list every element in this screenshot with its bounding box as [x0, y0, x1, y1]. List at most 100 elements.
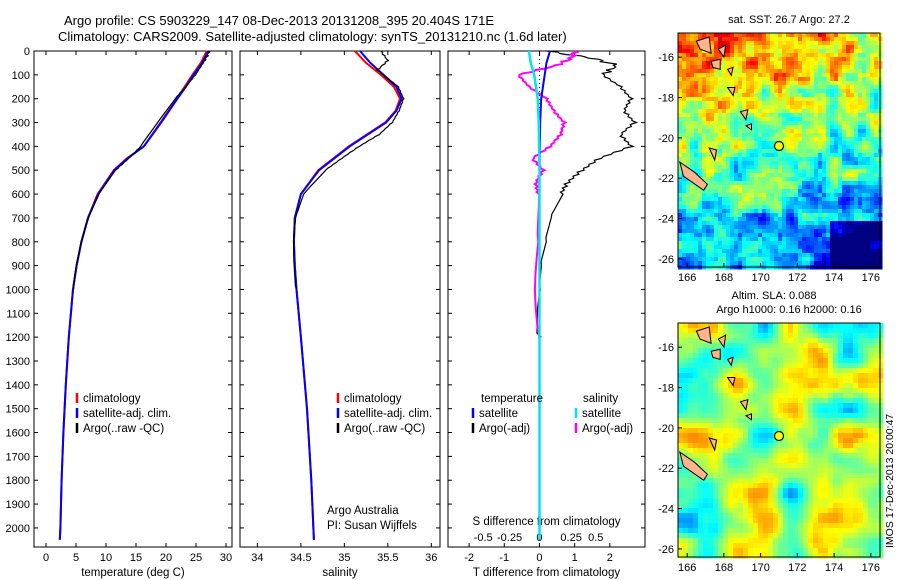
map-y-tick-label: -26	[658, 544, 674, 556]
island-espiritu-santo	[695, 36, 712, 54]
legend-climatology: climatology	[83, 393, 141, 405]
y-tick-label: 1600	[6, 428, 30, 440]
legend-climatology: climatology	[344, 393, 402, 405]
island-erromango	[739, 109, 749, 121]
island-maewo	[717, 44, 727, 59]
x-tick-label: 5	[73, 552, 79, 564]
map-x-tick-label: 166	[678, 562, 696, 574]
header-line-2: Climatology: CARS2009. Satellite-adjuste…	[58, 29, 567, 44]
map-y-tick-label: -24	[658, 504, 674, 516]
s-tick-label: -0.25	[497, 532, 522, 544]
argo-position-marker	[773, 430, 785, 442]
map-x-tick-label: 174	[825, 562, 843, 574]
series-satellite-adj-clim	[292, 50, 403, 540]
legend-argo: Argo(..raw -QC)	[83, 423, 164, 435]
y-tick-label: 0	[24, 46, 30, 58]
map-x-tick-label: 170	[751, 272, 769, 284]
island-lifou	[708, 437, 718, 452]
x-tick-label: 2	[607, 552, 613, 564]
x-tick-label: 34	[251, 552, 263, 564]
map-x-tick-label: 176	[862, 272, 880, 284]
legend-salinity-header: salinity	[583, 393, 618, 405]
y-tick-label: 900	[12, 261, 30, 273]
map-x-tick-label: 170	[751, 562, 769, 574]
x-tick-label: -1	[499, 552, 509, 564]
legend-temperature-header: temperature	[481, 393, 543, 405]
island-new-caledonia	[678, 450, 709, 482]
island-lifou	[708, 147, 718, 162]
x-axis-label: T difference from climatology	[473, 567, 620, 579]
y-tick-label: 1700	[6, 451, 30, 463]
header-line-1: Argo profile: CS 5903229_147 08-Dec-2013…	[64, 13, 495, 28]
island-tanna	[744, 123, 752, 131]
y-tick-label: 1400	[6, 380, 30, 392]
x-tick-label: 36	[425, 552, 437, 564]
plot-frame-salinity	[239, 50, 441, 548]
y-tick-label: 100	[12, 70, 30, 82]
map-y-tick-label: -22	[658, 173, 674, 185]
map-x-tick-label: 172	[788, 562, 806, 574]
map-x-tick-label: 174	[825, 272, 843, 284]
x-tick-label: 25	[190, 552, 202, 564]
map-x-tick-label: 172	[788, 272, 806, 284]
map-sst-map	[678, 33, 883, 270]
x-tick-label: -2	[464, 552, 474, 564]
y-tick-label: 2000	[6, 523, 30, 535]
y-tick-label: 1000	[6, 284, 30, 296]
map-subtitle-sla: Argo h1000: 0.16 h2000: 0.16	[716, 304, 862, 316]
x-tick-label: 30	[220, 552, 232, 564]
map-frame-sla-map	[677, 322, 881, 558]
map-x-tick-label: 168	[715, 562, 733, 574]
legend-satellite: satellite-adj. clim.	[83, 408, 171, 420]
map-y-tick-label: -24	[658, 214, 674, 226]
series-argo	[72, 50, 211, 290]
y-tick-label: 300	[12, 118, 30, 130]
y-tick-label: 1200	[6, 332, 30, 344]
x-axis-label: salinity	[322, 567, 357, 579]
series-temperature-argo	[536, 50, 639, 338]
series-argo	[293, 50, 405, 290]
s-tick-label: 0.25	[560, 532, 581, 544]
map-title-sst: sat. SST: 26.7 Argo: 27.2	[728, 14, 850, 26]
s-tick-label: 0.5	[588, 532, 603, 544]
map-y-tick-label: -16	[658, 342, 674, 354]
y-tick-label: 500	[12, 165, 30, 177]
y-tick-label: 400	[12, 141, 30, 153]
legend-salinity-satellite: satellite	[582, 408, 621, 420]
island-efate	[726, 87, 736, 97]
y-tick-label: 600	[12, 189, 30, 201]
plot-frame-difference	[447, 50, 646, 548]
map-y-tick-label: -26	[658, 254, 674, 266]
map-sla-map	[678, 323, 884, 559]
island-epi	[726, 66, 734, 77]
map-x-tick-label: 168	[715, 272, 733, 284]
annotation-argo-australia: Argo Australia	[327, 505, 399, 517]
map-x-tick-label: 176	[862, 562, 880, 574]
y-tick-label: 1100	[6, 308, 30, 320]
y-tick-label: 1800	[6, 475, 30, 487]
y-tick-label: 200	[12, 94, 30, 106]
y-tick-label: 700	[12, 213, 30, 225]
map-y-tick-label: -18	[658, 93, 674, 105]
island-espiritu-santo	[695, 326, 712, 344]
island-epi	[726, 356, 734, 367]
legend-argo: Argo(..raw -QC)	[344, 423, 425, 435]
map-title-sla: Altim. SLA: 0.088	[732, 290, 817, 302]
map-y-tick-label: -20	[658, 133, 674, 145]
island-malekula	[710, 348, 721, 360]
island-tanna	[744, 413, 752, 421]
y-tick-label: 800	[12, 237, 30, 249]
x-tick-label: 0	[536, 552, 542, 564]
annotation-pi: PI: Susan Wijffels	[327, 520, 417, 532]
x-tick-label: 35.5	[377, 552, 398, 564]
plot-frame-temperature	[33, 50, 233, 548]
legend-temperature-argo: Argo(-adj)	[479, 423, 530, 435]
map-y-tick-label: -18	[658, 383, 674, 395]
y-tick-label: 1500	[6, 404, 30, 416]
island-malekula	[710, 58, 721, 70]
x-tick-label: 15	[130, 552, 142, 564]
x-tick-label: 1	[572, 552, 578, 564]
legend-temperature-satellite: satellite	[479, 408, 518, 420]
map-y-tick-label: -16	[658, 52, 674, 64]
